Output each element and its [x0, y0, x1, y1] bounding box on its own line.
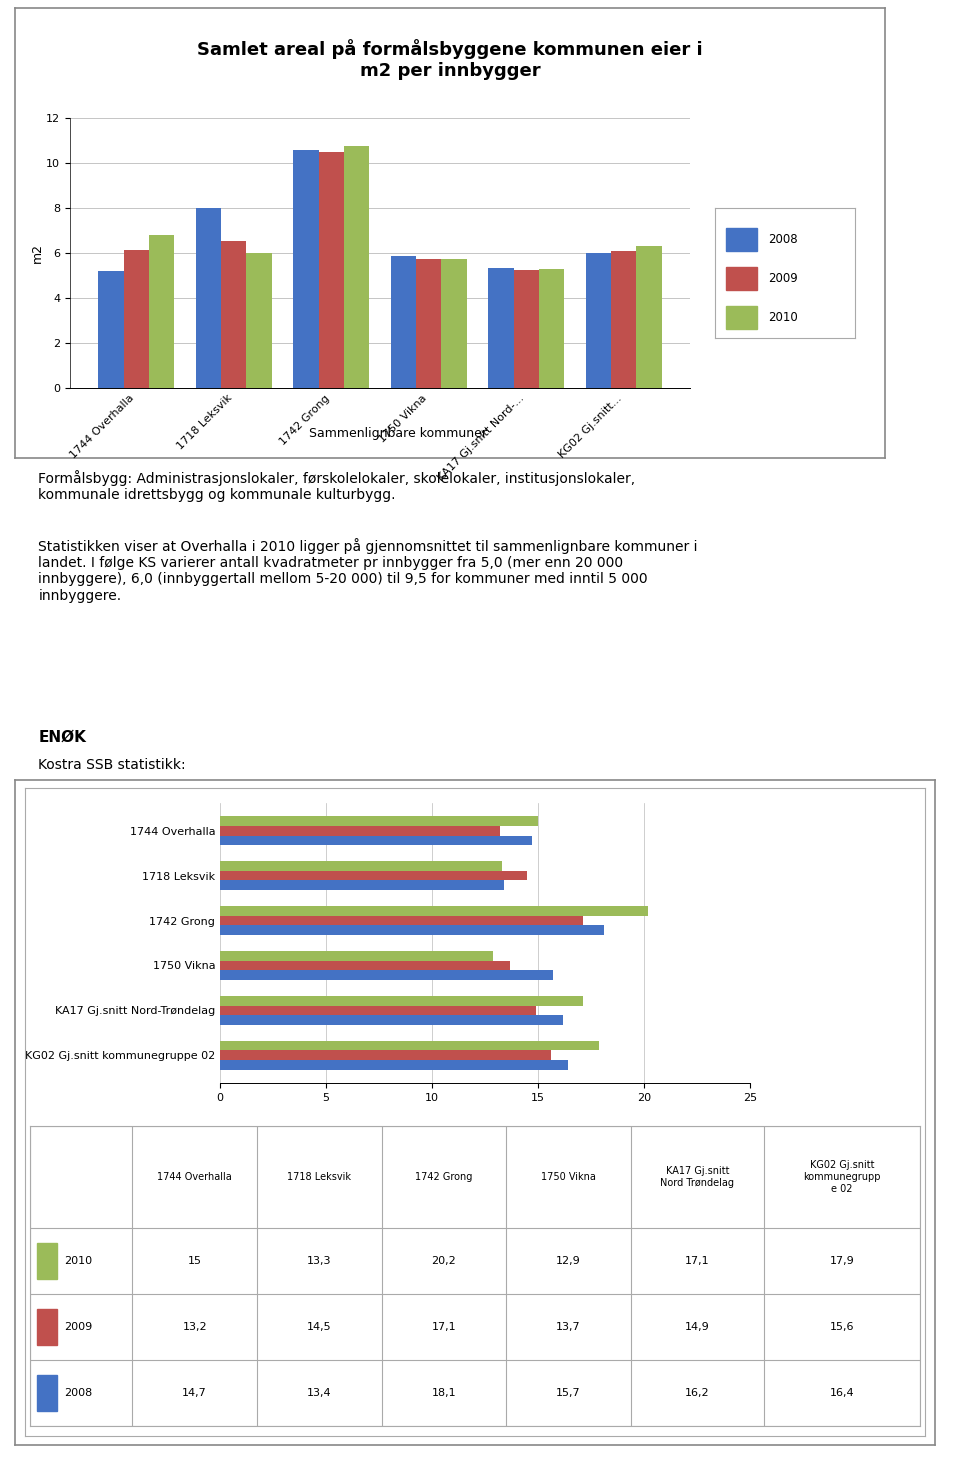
Bar [220, 916, 583, 925]
Text: Samlet areal på formålsbyggene kommunen eier i
m2 per innbygger: Samlet areal på formålsbyggene kommunen … [197, 40, 703, 81]
Text: 14,5: 14,5 [307, 1322, 331, 1333]
Bar [124, 249, 149, 388]
Bar [612, 251, 636, 388]
Text: 1742 Grong: 1742 Grong [415, 1171, 472, 1182]
Bar [220, 995, 583, 1006]
Text: Formålsbygg: Administrasjonslokaler, førskolelokaler, skolelokaler, institusjons: Formålsbygg: Administrasjonslokaler, før… [38, 471, 636, 503]
Bar [220, 881, 504, 890]
Bar [220, 925, 604, 935]
Text: Energikostnader for kommunal
eiendomsforvaltning i % av brutto driftsutgifter: Energikostnader for kommunal eiendomsfor… [251, 805, 700, 843]
Bar [636, 246, 661, 388]
Text: 17,1: 17,1 [432, 1322, 456, 1333]
Bar [220, 1041, 599, 1051]
Bar [442, 258, 467, 388]
Bar [489, 268, 514, 388]
Text: 2009: 2009 [63, 1322, 92, 1333]
Bar [539, 268, 564, 388]
Bar [220, 871, 527, 881]
Bar [514, 270, 539, 388]
Bar [319, 152, 344, 388]
Bar [220, 1006, 536, 1016]
Text: 17,9: 17,9 [829, 1256, 854, 1267]
Bar [220, 950, 493, 960]
Text: Kostra SSB statistikk:: Kostra SSB statistikk: [38, 758, 186, 773]
Text: 2008: 2008 [63, 1388, 92, 1399]
Text: Sammenlignbare kommuner: Sammenlignbare kommuner [309, 427, 487, 440]
Bar [293, 150, 319, 388]
Bar [221, 240, 247, 388]
Text: 12,9: 12,9 [556, 1256, 581, 1267]
Text: ENØK: ENØK [38, 730, 86, 745]
Bar [586, 254, 612, 388]
Text: 16,2: 16,2 [685, 1388, 709, 1399]
Bar [220, 815, 538, 825]
Text: 13,7: 13,7 [556, 1322, 581, 1333]
Bar [37, 1375, 57, 1410]
Text: 15,7: 15,7 [556, 1388, 581, 1399]
Bar [220, 1016, 564, 1025]
Bar [247, 254, 272, 388]
Bar [220, 825, 500, 836]
Text: 13,2: 13,2 [182, 1322, 207, 1333]
Bar [220, 1060, 567, 1070]
Text: KA17 Gj.snitt
Nord Trøndelag: KA17 Gj.snitt Nord Trøndelag [660, 1165, 734, 1187]
Text: 13,3: 13,3 [307, 1256, 331, 1267]
Bar [98, 271, 124, 388]
Bar [196, 208, 221, 388]
Text: 2008: 2008 [768, 233, 798, 246]
Text: 1744 Overhalla: 1744 Overhalla [157, 1171, 232, 1182]
Text: 20,2: 20,2 [431, 1256, 456, 1267]
Bar [37, 1243, 57, 1278]
Text: 14,7: 14,7 [182, 1388, 207, 1399]
Text: 2010: 2010 [63, 1256, 92, 1267]
Text: 14,9: 14,9 [685, 1322, 709, 1333]
Bar [37, 1309, 57, 1344]
Bar [220, 970, 553, 981]
Bar [220, 861, 502, 871]
Text: 18,1: 18,1 [432, 1388, 456, 1399]
Text: 15,6: 15,6 [829, 1322, 854, 1333]
Bar [149, 235, 175, 388]
Bar [220, 836, 532, 846]
Bar [726, 267, 757, 290]
Bar [220, 960, 511, 970]
Bar [416, 258, 442, 388]
Text: 2009: 2009 [768, 271, 798, 284]
Text: 17,1: 17,1 [685, 1256, 709, 1267]
Text: 15: 15 [187, 1256, 202, 1267]
Bar [391, 257, 416, 388]
Bar [726, 227, 757, 251]
Bar [220, 906, 648, 916]
Text: Statistikken viser at Overhalla i 2010 ligger på gjennomsnittet til sammenlignba: Statistikken viser at Overhalla i 2010 l… [38, 538, 698, 603]
Bar [726, 305, 757, 328]
Text: 1718 Leksvik: 1718 Leksvik [287, 1171, 351, 1182]
Text: KG02 Gj.snitt
kommunegrupp
e 02: KG02 Gj.snitt kommunegrupp e 02 [804, 1161, 881, 1193]
Bar [220, 1051, 551, 1060]
Text: 2010: 2010 [768, 311, 798, 324]
Text: 13,4: 13,4 [307, 1388, 331, 1399]
Text: 1750 Vikna: 1750 Vikna [541, 1171, 596, 1182]
Y-axis label: m2: m2 [31, 243, 43, 262]
Bar [344, 147, 370, 388]
Text: 16,4: 16,4 [829, 1388, 854, 1399]
